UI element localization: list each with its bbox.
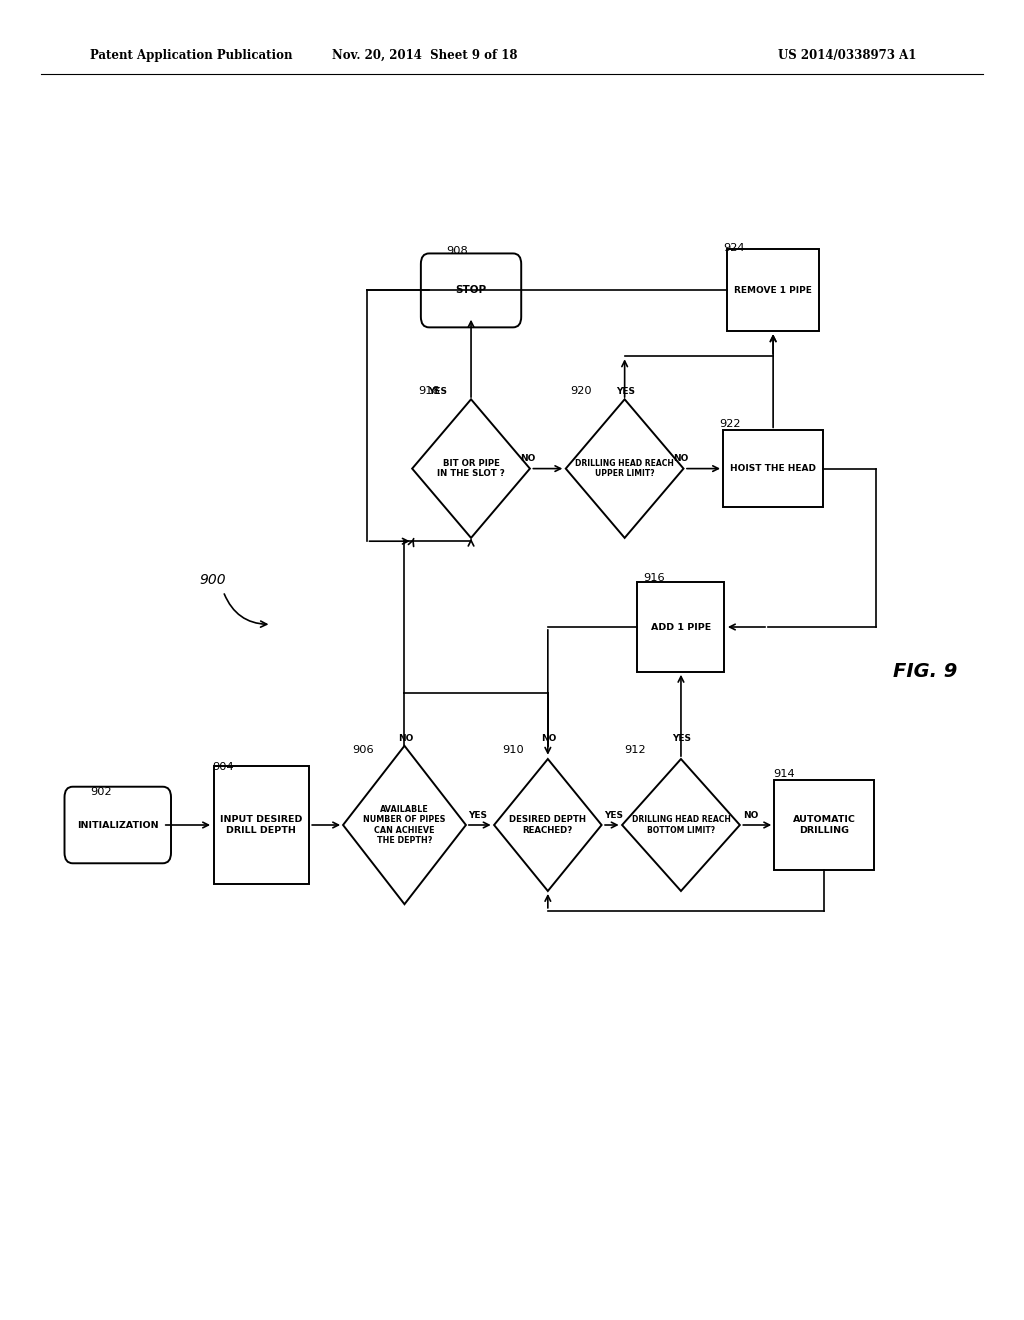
Text: AUTOMATIC
DRILLING: AUTOMATIC DRILLING bbox=[793, 816, 856, 834]
Bar bbox=[214, 766, 309, 884]
Text: FIG. 9: FIG. 9 bbox=[893, 663, 957, 681]
Polygon shape bbox=[623, 759, 739, 891]
Text: 922: 922 bbox=[719, 418, 740, 429]
Text: Nov. 20, 2014  Sheet 9 of 18: Nov. 20, 2014 Sheet 9 of 18 bbox=[332, 49, 518, 62]
Text: YES: YES bbox=[673, 734, 691, 743]
FancyBboxPatch shape bbox=[65, 787, 171, 863]
Text: 910: 910 bbox=[502, 744, 523, 755]
Text: DRILLING HEAD REACH
BOTTOM LIMIT?: DRILLING HEAD REACH BOTTOM LIMIT? bbox=[632, 816, 730, 834]
Text: DESIRED DEPTH
REACHED?: DESIRED DEPTH REACHED? bbox=[509, 816, 587, 834]
Text: REMOVE 1 PIPE: REMOVE 1 PIPE bbox=[734, 286, 812, 294]
Polygon shape bbox=[343, 746, 466, 904]
Text: Patent Application Publication: Patent Application Publication bbox=[90, 49, 293, 62]
Polygon shape bbox=[495, 759, 602, 891]
Bar bbox=[723, 430, 823, 507]
Text: HOIST THE HEAD: HOIST THE HEAD bbox=[730, 465, 816, 473]
Text: 914: 914 bbox=[773, 768, 795, 779]
Text: 916: 916 bbox=[643, 573, 665, 583]
Text: 906: 906 bbox=[352, 744, 374, 755]
Text: 918: 918 bbox=[418, 385, 439, 396]
Bar bbox=[637, 582, 725, 672]
Text: NO: NO bbox=[743, 810, 759, 820]
Text: YES: YES bbox=[428, 387, 447, 396]
Text: INPUT DESIRED
DRILL DEPTH: INPUT DESIRED DRILL DEPTH bbox=[220, 816, 302, 834]
Text: US 2014/0338973 A1: US 2014/0338973 A1 bbox=[778, 49, 916, 62]
Text: YES: YES bbox=[468, 810, 487, 820]
Text: INITIALIZATION: INITIALIZATION bbox=[77, 821, 159, 829]
FancyBboxPatch shape bbox=[421, 253, 521, 327]
Text: YES: YES bbox=[604, 810, 624, 820]
Text: 924: 924 bbox=[723, 243, 744, 253]
Text: NO: NO bbox=[541, 734, 557, 743]
Text: NO: NO bbox=[673, 454, 688, 463]
Text: 912: 912 bbox=[625, 744, 646, 755]
Text: AVAILABLE
NUMBER OF PIPES
CAN ACHIEVE
THE DEPTH?: AVAILABLE NUMBER OF PIPES CAN ACHIEVE TH… bbox=[364, 805, 445, 845]
Polygon shape bbox=[565, 399, 684, 539]
Text: NO: NO bbox=[520, 454, 536, 463]
Text: 920: 920 bbox=[570, 385, 592, 396]
Text: BIT OR PIPE
IN THE SLOT ?: BIT OR PIPE IN THE SLOT ? bbox=[437, 459, 505, 478]
Text: DRILLING HEAD REACH
UPPER LIMIT?: DRILLING HEAD REACH UPPER LIMIT? bbox=[575, 459, 674, 478]
Bar bbox=[774, 780, 874, 870]
Text: ADD 1 PIPE: ADD 1 PIPE bbox=[651, 623, 711, 631]
Text: NO: NO bbox=[397, 734, 414, 743]
Text: 900: 900 bbox=[200, 573, 226, 587]
Text: 902: 902 bbox=[90, 787, 112, 797]
Text: YES: YES bbox=[616, 387, 635, 396]
Bar bbox=[727, 249, 819, 331]
Polygon shape bbox=[412, 399, 530, 539]
Text: STOP: STOP bbox=[456, 285, 486, 296]
Text: 904: 904 bbox=[212, 762, 233, 772]
Text: 908: 908 bbox=[446, 246, 468, 256]
